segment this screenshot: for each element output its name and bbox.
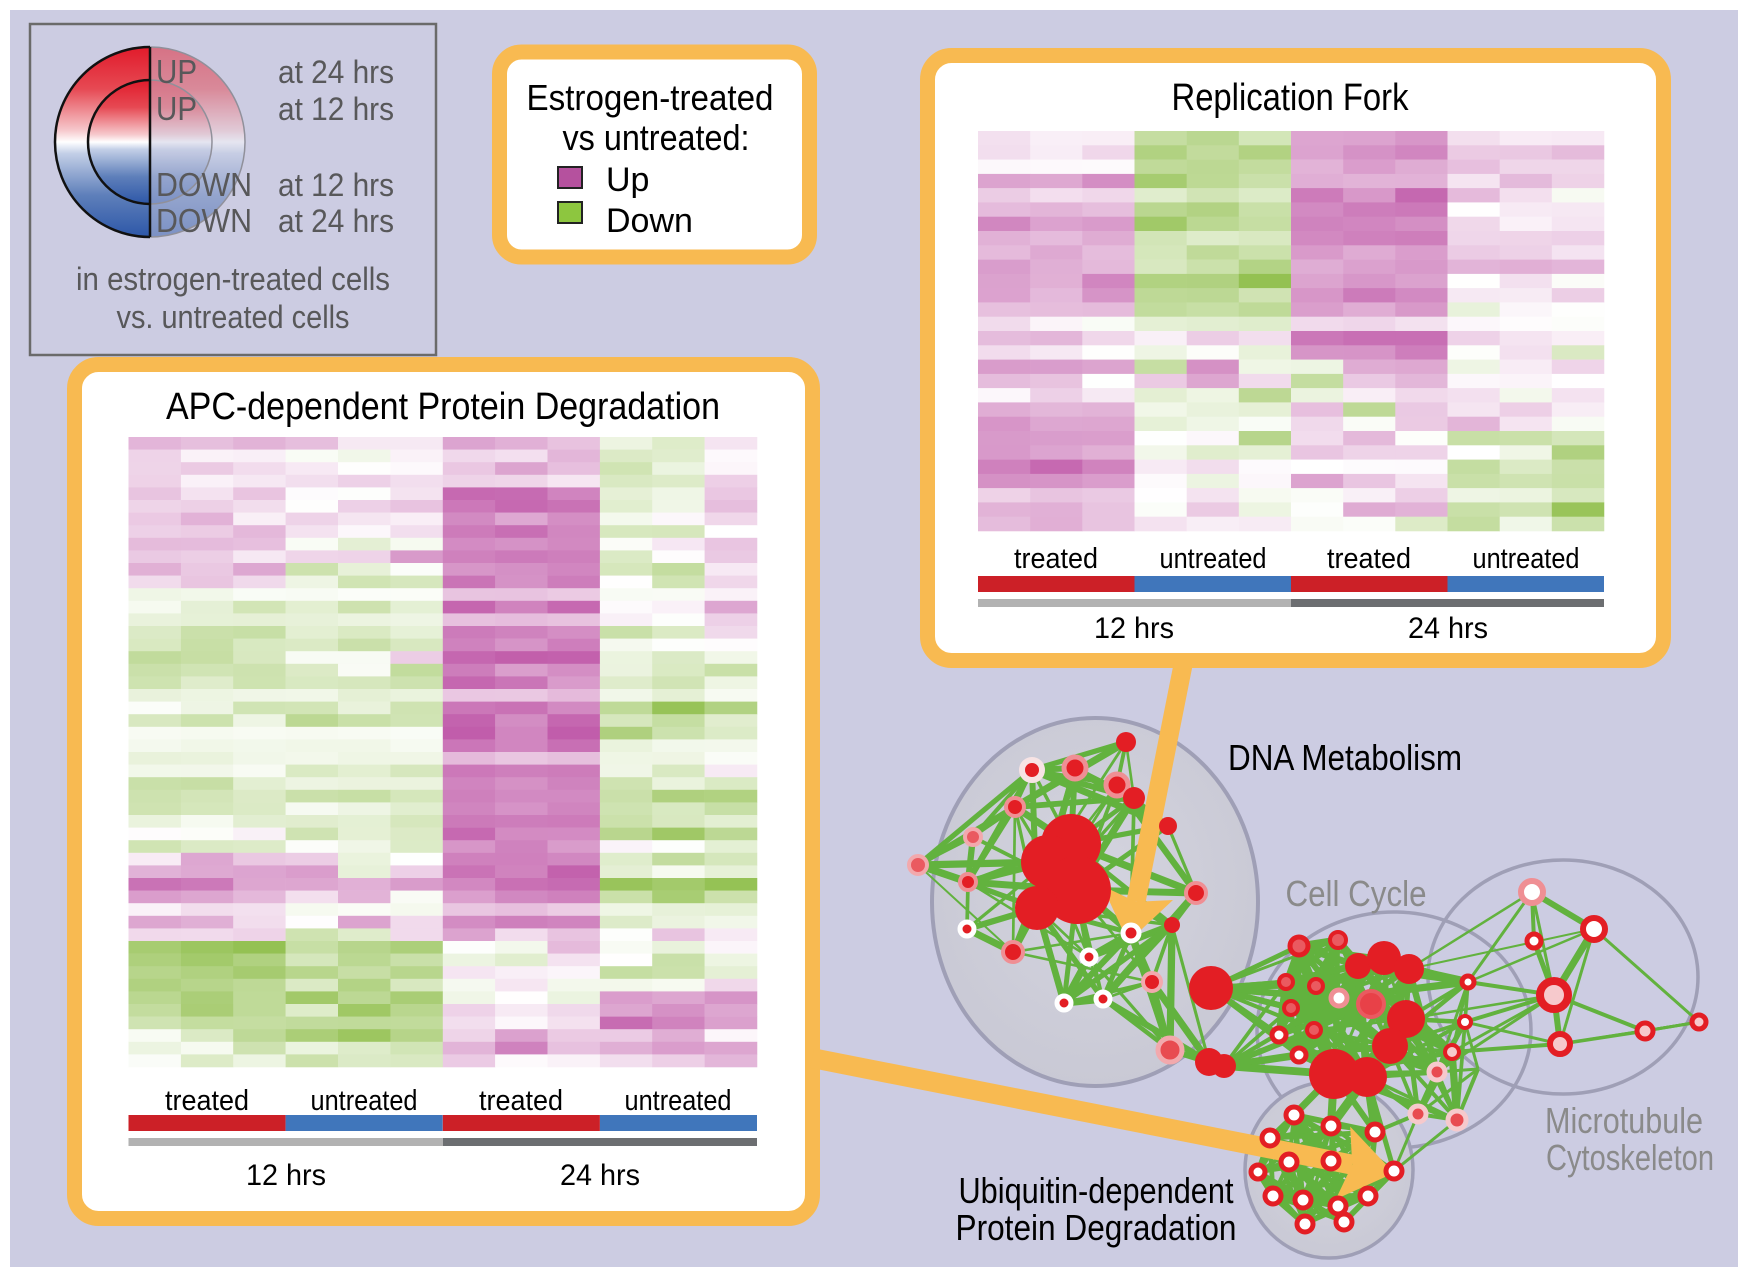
svg-text:untreated: untreated: [311, 1085, 418, 1117]
svg-text:at 12 hrs: at 12 hrs: [278, 91, 394, 127]
svg-text:12 hrs: 12 hrs: [246, 1159, 326, 1192]
svg-text:Cytoskeleton: Cytoskeleton: [1546, 1137, 1714, 1178]
svg-text:Up: Up: [606, 161, 649, 199]
svg-text:Down: Down: [606, 202, 693, 240]
svg-text:Replication Fork: Replication Fork: [1172, 77, 1410, 119]
svg-text:treated: treated: [165, 1085, 249, 1117]
svg-text:untreated: untreated: [1473, 543, 1580, 575]
svg-text:at 12 hrs: at 12 hrs: [278, 167, 394, 203]
svg-text:untreated: untreated: [625, 1085, 732, 1117]
svg-text:in estrogen-treated cells: in estrogen-treated cells: [76, 261, 390, 297]
svg-text:Cell Cycle: Cell Cycle: [1286, 873, 1427, 914]
svg-text:treated: treated: [1014, 543, 1098, 575]
svg-text:12 hrs: 12 hrs: [1094, 612, 1174, 645]
svg-text:24 hrs: 24 hrs: [1408, 612, 1488, 645]
svg-text:Microtubule: Microtubule: [1545, 1100, 1703, 1141]
svg-text:treated: treated: [479, 1085, 563, 1117]
svg-text:UP: UP: [156, 90, 197, 127]
svg-text:treated: treated: [1327, 543, 1411, 575]
svg-text:24 hrs: 24 hrs: [560, 1159, 640, 1192]
svg-text:at 24 hrs: at 24 hrs: [278, 54, 394, 90]
svg-text:Protein Degradation: Protein Degradation: [956, 1207, 1237, 1248]
svg-text:UP: UP: [156, 53, 197, 90]
svg-text:untreated: untreated: [1160, 543, 1267, 575]
svg-text:DOWN: DOWN: [156, 202, 252, 239]
svg-text:APC-dependent Protein Degradat: APC-dependent Protein Degradation: [166, 386, 720, 428]
svg-text:DNA Metabolism: DNA Metabolism: [1228, 737, 1462, 778]
svg-text:Ubiquitin-dependent: Ubiquitin-dependent: [959, 1170, 1234, 1211]
svg-text:vs untreated:: vs untreated:: [563, 117, 750, 158]
svg-text:at 24 hrs: at 24 hrs: [278, 203, 394, 239]
svg-text:Estrogen-treated: Estrogen-treated: [527, 77, 774, 118]
svg-text:vs. untreated cells: vs. untreated cells: [117, 299, 350, 335]
svg-text:DOWN: DOWN: [156, 166, 252, 203]
